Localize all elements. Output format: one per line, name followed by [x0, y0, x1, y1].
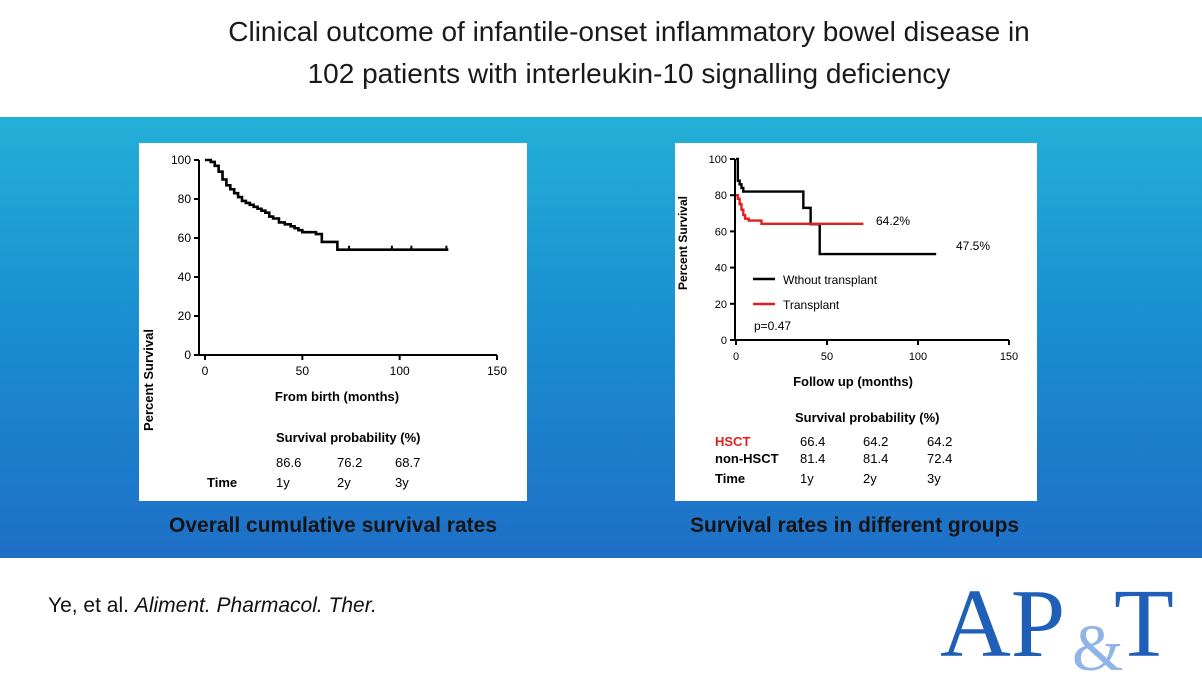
x-tick-label: 50 — [821, 351, 833, 363]
overall-survival-chart: 0 20 40 60 80 100 0 50 100 150 Percent Survival F… — [141, 153, 507, 490]
group-survival-caption: Survival rates in different groups — [690, 514, 1020, 537]
logo-ap-text: AP — [940, 570, 1065, 674]
x-tick-label: 100 — [909, 351, 927, 363]
y-tick-label: 40 — [178, 270, 192, 284]
survival-table-header: Survival probability (%) — [795, 410, 939, 425]
y-tick-label: 60 — [178, 231, 192, 245]
slide-title-line-1: Clinical outcome of infantile-onset infl… — [228, 16, 1030, 47]
time-row-label: Time — [715, 471, 745, 486]
y-tick-label: 0 — [184, 348, 191, 362]
overall-survival-panel: 0 20 40 60 80 100 0 50 100 150 Percent Survival F… — [139, 143, 527, 501]
hsct-row-label: HSCT — [715, 434, 750, 449]
y-axis-label: Percent Survival — [676, 196, 690, 290]
non-hsct-value-1y: 81.4 — [800, 451, 825, 466]
survival-curve-overall — [205, 158, 449, 251]
time-2y: 2y — [337, 475, 351, 490]
legend-label-without-transplant: Wthout transplant — [783, 273, 878, 287]
y-tick-label: 80 — [715, 190, 727, 202]
survival-value-3y: 68.7 — [395, 455, 420, 470]
non-hsct-row-label: non-HSCT — [715, 451, 779, 466]
time-1y: 1y — [800, 471, 814, 486]
non-hsct-value-3y: 72.4 — [927, 451, 952, 466]
x-tick-label: 100 — [390, 364, 410, 378]
citation: Ye, et al. Aliment. Pharmacol. Ther. — [48, 594, 377, 618]
y-tick-label: 20 — [715, 299, 727, 311]
x-tick-label: 50 — [296, 364, 310, 378]
logo-t-text: T — [1114, 570, 1174, 674]
survival-curve-transplant — [736, 194, 864, 225]
legend-label-transplant: Transplant — [783, 298, 840, 312]
time-3y: 3y — [395, 475, 409, 490]
survival-value-2y: 76.2 — [337, 455, 362, 470]
p-value-annotation: p=0.47 — [754, 319, 791, 333]
group-survival-panel: 0 20 40 60 80 100 0 50 100 150 Percent Survival F… — [675, 143, 1037, 501]
without-transplant-endpoint-label: 47.5% — [956, 239, 990, 253]
hsct-value-3y: 64.2 — [927, 434, 952, 449]
y-tick-label: 40 — [715, 263, 727, 275]
time-3y: 3y — [927, 471, 941, 486]
citation-journal: Aliment. Pharmacol. Ther. — [134, 594, 377, 617]
y-tick-label: 60 — [715, 226, 727, 238]
x-tick-label: 0 — [202, 364, 209, 378]
y-tick-label: 80 — [178, 192, 192, 206]
y-tick-label: 100 — [709, 154, 727, 166]
time-2y: 2y — [863, 471, 877, 486]
survival-value-1y: 86.6 — [276, 455, 301, 470]
group-survival-chart: 0 20 40 60 80 100 0 50 100 150 Percent Survival F… — [676, 154, 1018, 486]
x-tick-label: 0 — [733, 351, 739, 363]
x-tick-label: 150 — [487, 364, 507, 378]
hsct-value-1y: 66.4 — [800, 434, 825, 449]
time-1y: 1y — [276, 475, 290, 490]
x-tick-label: 150 — [1000, 351, 1018, 363]
slide-title-line-2: 102 patients with interleukin-10 signall… — [307, 58, 951, 89]
citation-authors: Ye, et al. — [48, 594, 129, 617]
y-tick-label: 100 — [171, 153, 191, 167]
transplant-endpoint-label: 64.2% — [876, 214, 910, 228]
time-row-label: Time — [207, 475, 237, 490]
y-tick-label: 20 — [178, 309, 192, 323]
y-axis-label: Percent Survival — [141, 329, 156, 431]
apt-journal-logo: AP & T — [940, 570, 1174, 674]
x-axis-label: From birth (months) — [275, 389, 399, 404]
non-hsct-value-2y: 81.4 — [863, 451, 888, 466]
x-axis-label: Follow up (months) — [793, 374, 913, 389]
y-tick-label: 0 — [721, 335, 727, 347]
hsct-value-2y: 64.2 — [863, 434, 888, 449]
survival-table-header: Survival probability (%) — [276, 430, 420, 445]
survival-curve-without-transplant — [736, 157, 937, 256]
logo-ampersand: & — [1072, 612, 1123, 674]
overall-survival-caption: Overall cumulative survival rates — [169, 514, 498, 537]
